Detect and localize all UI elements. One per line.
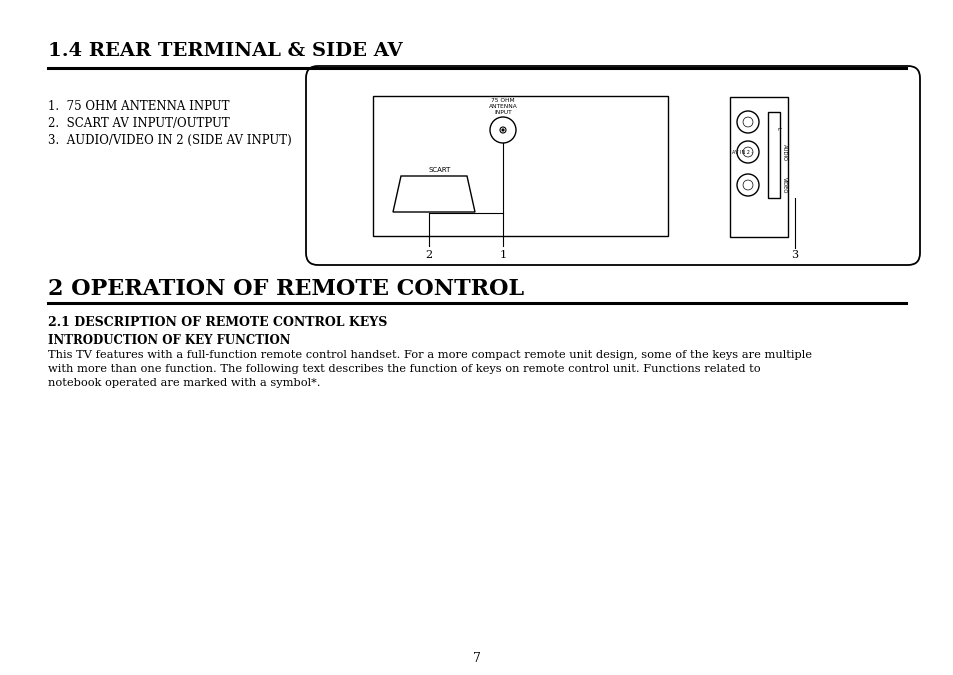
- Text: 1.4 REAR TERMINAL & SIDE AV: 1.4 REAR TERMINAL & SIDE AV: [48, 42, 402, 60]
- Text: 1: 1: [499, 250, 506, 260]
- Text: 3: 3: [791, 250, 798, 260]
- Text: INTRODUCTION OF KEY FUNCTION: INTRODUCTION OF KEY FUNCTION: [48, 334, 291, 347]
- Circle shape: [742, 180, 752, 190]
- Circle shape: [742, 117, 752, 127]
- Text: VIDEO: VIDEO: [781, 177, 786, 193]
- Text: 7: 7: [473, 652, 480, 665]
- Text: L: L: [775, 127, 781, 130]
- Polygon shape: [393, 176, 475, 212]
- Bar: [729, 97, 787, 237]
- Circle shape: [737, 174, 759, 196]
- Text: AUDIO: AUDIO: [781, 144, 786, 161]
- Text: 1.  75 OHM ANTENNA INPUT: 1. 75 OHM ANTENNA INPUT: [48, 100, 230, 113]
- Text: SCART: SCART: [428, 167, 451, 173]
- Text: 2.  SCART AV INPUT/OUTPUT: 2. SCART AV INPUT/OUTPUT: [48, 117, 230, 130]
- Circle shape: [742, 147, 752, 157]
- Text: 2: 2: [425, 250, 432, 260]
- FancyBboxPatch shape: [306, 66, 919, 265]
- Bar: [373, 96, 667, 236]
- Text: 3.  AUDIO/VIDEO IN 2 (SIDE AV INPUT): 3. AUDIO/VIDEO IN 2 (SIDE AV INPUT): [48, 134, 292, 147]
- Circle shape: [737, 141, 759, 163]
- Text: notebook operated are marked with a symbol*.: notebook operated are marked with a symb…: [48, 378, 320, 388]
- Bar: [767, 112, 780, 198]
- Text: 2 OPERATION OF REMOTE CONTROL: 2 OPERATION OF REMOTE CONTROL: [48, 278, 523, 300]
- Text: AV IN 2 -: AV IN 2 -: [731, 149, 752, 155]
- Circle shape: [501, 129, 504, 131]
- Circle shape: [499, 127, 505, 133]
- Text: with more than one function. The following text describes the function of keys o: with more than one function. The followi…: [48, 364, 760, 374]
- Text: This TV features with a full-function remote control handset. For a more compact: This TV features with a full-function re…: [48, 350, 811, 360]
- Text: 75 OHM
ANTENNA
INPUT: 75 OHM ANTENNA INPUT: [488, 98, 517, 115]
- Circle shape: [737, 111, 759, 133]
- Circle shape: [490, 117, 516, 143]
- Text: 2.1 DESCRIPTION OF REMOTE CONTROL KEYS: 2.1 DESCRIPTION OF REMOTE CONTROL KEYS: [48, 316, 387, 329]
